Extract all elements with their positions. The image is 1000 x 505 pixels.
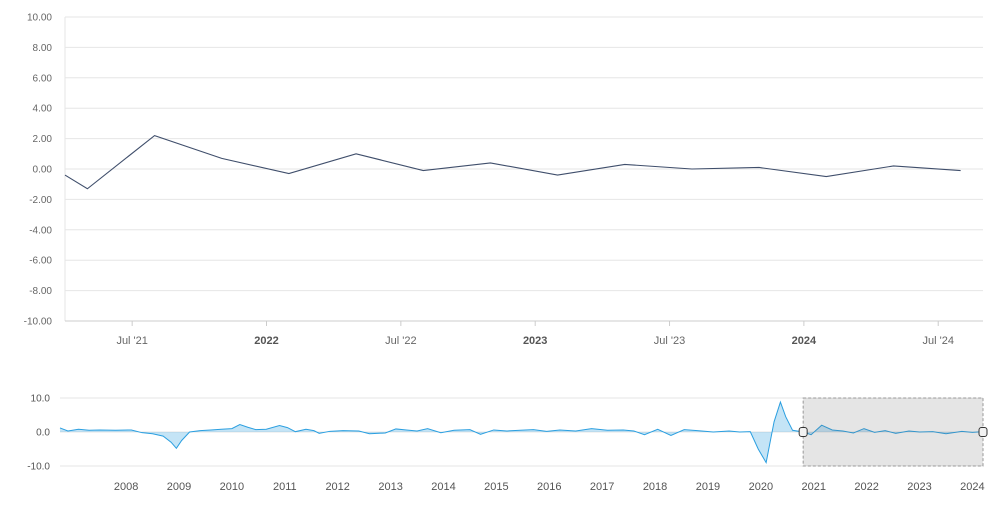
x-tick-label: Jul '24 [922,335,953,347]
x-tick-label: Jul '21 [116,335,147,347]
x-tick-label: Jul '22 [385,335,416,347]
x-tick-label: 2023 [523,335,547,347]
navigator-x-axis: 2008 2009 2010 2011 2012 2013 2014 2015 2016 2017… [114,481,985,493]
series-line [64,134,961,190]
navigator-x-tick-label: 2009 [167,481,191,493]
y-tick-label: -6.00 [29,256,52,267]
main-x-axis: Jul '21 2022 Jul '22 2023 Jul '23 2024 Jul '24 [116,321,954,347]
y-tick-label: 4.00 [33,104,53,115]
navigator-x-tick-label: 2015 [484,481,508,493]
navigator-x-tick-label: 2008 [114,481,138,493]
x-tick-label: Jul '23 [654,335,685,347]
y-tick-label: -10.00 [24,317,53,328]
navigator-x-tick-label: 2014 [431,481,455,493]
navigator-y-tick-label: 10.0 [31,394,51,405]
y-tick-label: 10.00 [27,13,52,24]
navigator-y-tick-label: -10.0 [27,462,50,473]
y-tick-label: -2.00 [29,195,52,206]
x-tick-label: 2024 [792,335,817,347]
navigator-selection-window[interactable] [802,397,984,467]
navigator-x-tick-label: 2021 [801,481,825,493]
y-tick-label: -4.00 [29,225,52,236]
y-tick-label: 6.00 [33,73,53,84]
navigator-x-tick-label: 2016 [537,481,561,493]
x-tick-label: 2022 [254,335,278,347]
navigator-x-tick-label: 2023 [907,481,931,493]
navigator-left-handle[interactable] [798,427,808,437]
navigator-y-axis: 10.0 0.0 -10.0 [27,394,50,473]
navigator-x-tick-label: 2018 [643,481,667,493]
main-series [64,134,961,190]
navigator-x-tick-label: 2019 [696,481,720,493]
y-tick-label: 0.00 [33,165,53,176]
y-tick-label: -8.00 [29,286,52,297]
main-y-axis: 10.00 8.00 6.00 4.00 2.00 0.00 -2.00 -4.00 -6.00… [24,13,53,328]
navigator-series [59,400,984,464]
y-tick-label: 8.00 [33,43,53,54]
y-tick-label: 2.00 [33,134,53,145]
navigator[interactable]: 10.0 0.0 -10.0 2008 2009 2010 2011 2012 2013 201… [27,394,988,494]
navigator-y-tick-label: 0.0 [36,428,50,439]
navigator-x-tick-label: 2024 [960,481,984,493]
navigator-x-tick-label: 2022 [854,481,878,493]
navigator-line [59,400,984,464]
navigator-x-tick-label: 2012 [325,481,349,493]
navigator-x-tick-label: 2017 [590,481,614,493]
navigator-x-tick-label: 2011 [273,481,297,493]
navigator-x-tick-label: 2013 [378,481,402,493]
navigator-right-handle[interactable] [978,427,988,437]
navigator-x-tick-label: 2010 [220,481,244,493]
navigator-selection[interactable] [798,397,988,467]
main-chart: 10.00 8.00 6.00 4.00 2.00 0.00 -2.00 -4.00 -6.00… [24,13,983,347]
navigator-x-tick-label: 2020 [749,481,773,493]
